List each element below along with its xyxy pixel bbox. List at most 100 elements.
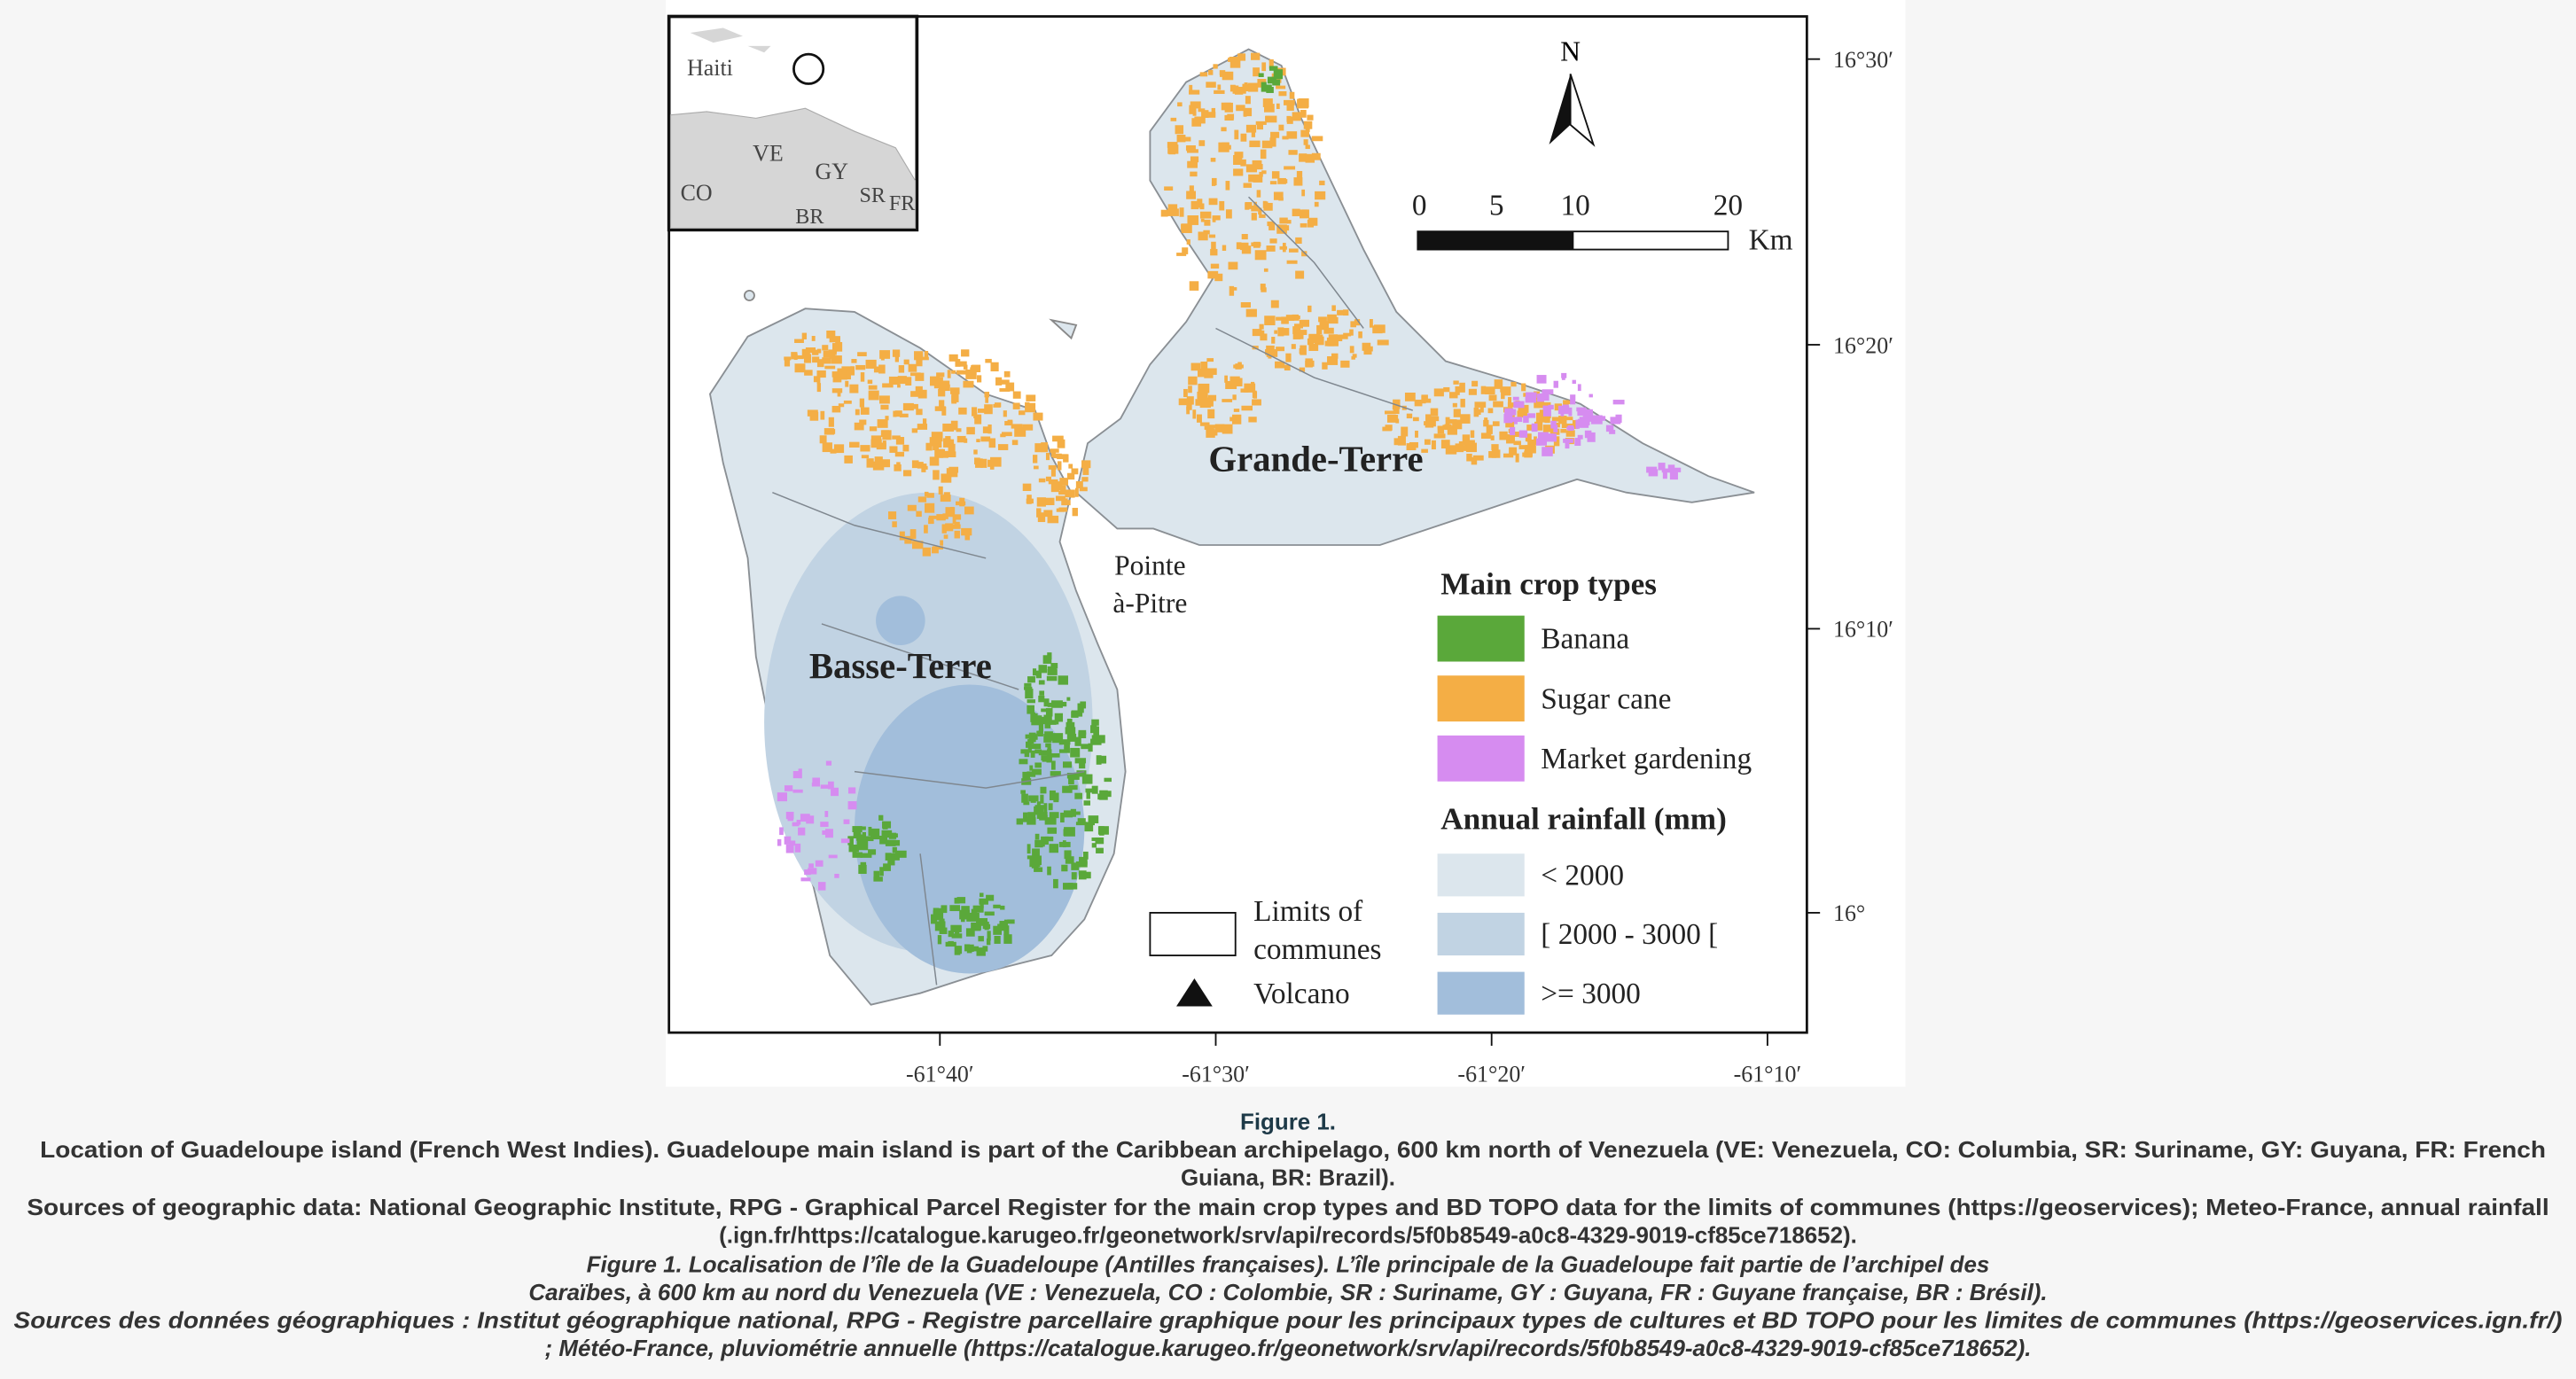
- crop-patch: [1284, 166, 1296, 170]
- crop-patch: [990, 362, 999, 372]
- crop-patch: [961, 527, 972, 536]
- crop-patch: [1222, 399, 1233, 402]
- crop-patch: [1065, 727, 1076, 735]
- crop-patch: [1570, 394, 1576, 405]
- crop-patch: [1299, 367, 1306, 372]
- crop-patch: [1300, 209, 1309, 219]
- crop-patch: [865, 359, 877, 369]
- crop-patch: [870, 835, 882, 840]
- crop-patch: [942, 423, 955, 432]
- crop-patch: [986, 894, 995, 901]
- crop-patch: [1433, 433, 1446, 439]
- crop-patch: [955, 931, 960, 937]
- crop-patch: [881, 830, 893, 838]
- crop-patch: [1196, 414, 1202, 423]
- crop-patch: [1224, 102, 1233, 113]
- crop-patch: [1034, 443, 1046, 453]
- crop-patch: [954, 521, 960, 526]
- crop-patch: [1393, 399, 1401, 409]
- crop-patch: [845, 380, 849, 387]
- crop-patch: [1229, 376, 1240, 386]
- crop-patch: [916, 357, 923, 367]
- crop-patch: [1041, 755, 1049, 761]
- crop-patch: [1513, 440, 1521, 446]
- crop-patch: [1035, 670, 1042, 679]
- crop-patch: [1190, 101, 1201, 109]
- crop-patch: [1178, 398, 1189, 406]
- crop-patch: [1005, 382, 1015, 392]
- crop-patch: [1038, 722, 1044, 733]
- crop-patch: [1062, 785, 1073, 793]
- crop-patch: [1057, 454, 1068, 460]
- inset-label: VE: [753, 141, 784, 167]
- crop-patch: [1189, 281, 1199, 291]
- crop-patch: [1027, 744, 1032, 753]
- crop-patch: [897, 376, 907, 385]
- crop-patch: [1308, 337, 1321, 344]
- lat-label: 16°30′: [1833, 47, 1893, 73]
- crop-patch: [1307, 219, 1314, 228]
- legend-title: Annual rainfall (mm): [1440, 801, 1727, 836]
- crop-patch: [941, 524, 947, 534]
- crop-patch: [1198, 108, 1206, 113]
- crop-patch: [879, 837, 888, 845]
- crop-patch: [939, 918, 945, 923]
- crop-patch: [1303, 139, 1308, 145]
- crop-patch: [1263, 104, 1275, 113]
- crop-patch: [1099, 826, 1105, 836]
- crop-patch: [1253, 67, 1260, 77]
- crop-patch: [792, 822, 800, 827]
- crop-patch: [1065, 856, 1074, 864]
- crop-patch: [828, 854, 838, 859]
- crop-patch: [941, 380, 950, 390]
- crop-patch: [1071, 468, 1079, 475]
- crop-patch: [1443, 386, 1450, 393]
- crop-patch: [1544, 414, 1550, 424]
- crop-patch: [852, 826, 863, 833]
- crop-patch: [1281, 316, 1289, 324]
- crop-patch: [1479, 403, 1484, 413]
- crop-patch: [794, 339, 804, 343]
- crop-patch: [928, 515, 941, 519]
- crop-patch: [779, 827, 784, 836]
- crop-patch: [1019, 410, 1026, 416]
- crop-patch: [1577, 407, 1587, 417]
- crop-patch: [1537, 412, 1548, 421]
- inset-label: FR: [889, 192, 916, 215]
- crop-patch: [1060, 812, 1065, 823]
- crop-patch: [1076, 770, 1087, 777]
- crop-patch: [1563, 400, 1569, 407]
- crop-patch: [1081, 871, 1091, 879]
- commune-limits: [772, 196, 1414, 986]
- crop-patch: [800, 877, 811, 882]
- lon-label: -61°20′: [1457, 1062, 1526, 1087]
- crop-patch: [1034, 749, 1042, 754]
- crop-patch: [911, 428, 918, 433]
- crop-patch: [868, 385, 878, 390]
- crop-patch: [1001, 432, 1012, 437]
- crop-patch: [1251, 52, 1261, 60]
- crop-patch: [1494, 379, 1503, 389]
- crop-patch: [1561, 372, 1567, 378]
- crop-patch: [847, 787, 856, 794]
- crop-patch: [1273, 191, 1284, 200]
- crop-patch: [1186, 401, 1192, 410]
- crop-patch: [1225, 181, 1230, 191]
- crop-patch: [1266, 86, 1274, 93]
- crop-patch: [1534, 400, 1544, 409]
- crop-patch: [1565, 430, 1575, 437]
- crop-patch: [952, 515, 956, 525]
- crop-patch: [1537, 432, 1549, 440]
- crop-patch: [1208, 234, 1216, 238]
- crop-patch: [1035, 855, 1042, 866]
- crop-patch: [1030, 712, 1036, 722]
- crop-patch: [1473, 407, 1479, 417]
- crop-patch: [1308, 305, 1312, 313]
- crop-patch: [1466, 453, 1472, 462]
- crop-patch: [1526, 446, 1536, 454]
- crop-patch: [916, 409, 923, 416]
- crop-patch: [1536, 375, 1547, 384]
- crop-patch: [784, 785, 793, 791]
- crop-patch: [1033, 465, 1039, 470]
- caption-title: Figure 1.: [1240, 1110, 1336, 1134]
